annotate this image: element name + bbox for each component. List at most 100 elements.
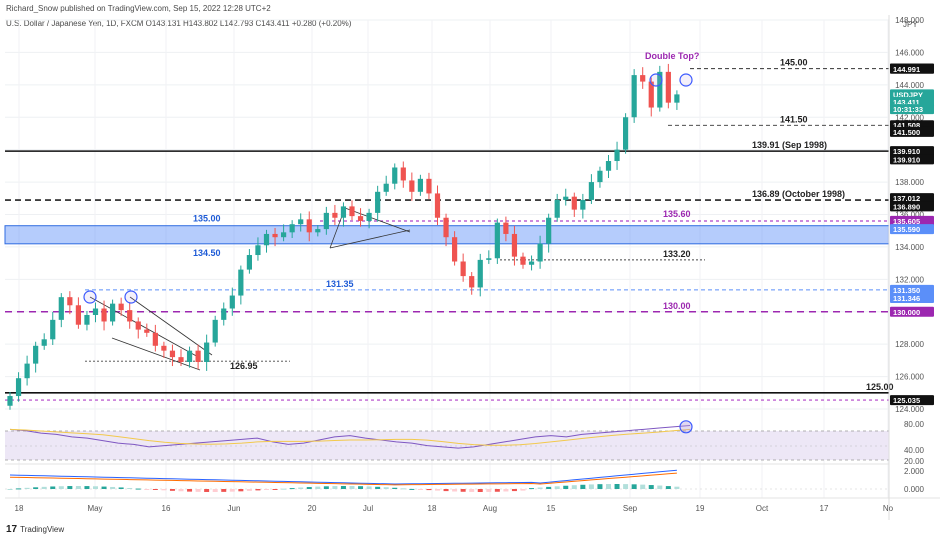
macd-hist-bar	[349, 486, 355, 489]
macd-hist-bar	[135, 488, 141, 490]
candle-body	[84, 314, 90, 325]
candle	[118, 297, 124, 316]
tradingview-logo: 17 TradingView	[6, 524, 64, 535]
level-label: 133.20	[663, 249, 691, 259]
candle-body	[92, 308, 99, 315]
candle	[152, 324, 158, 352]
candle	[400, 161, 406, 188]
candle	[469, 272, 475, 295]
macd-hist-bar	[50, 486, 56, 489]
price-tag-label: 131.350	[893, 286, 920, 295]
candle	[665, 63, 671, 109]
macd-hist-bar	[178, 489, 184, 492]
macd-hist-bar	[623, 484, 629, 489]
macd-hist-bar	[665, 486, 671, 489]
candle	[503, 216, 509, 242]
price-tag-bg	[890, 63, 934, 74]
candle-body	[186, 350, 193, 362]
candle-body	[221, 308, 227, 320]
y-tick-label: 132.000	[895, 275, 924, 284]
candle-body	[580, 199, 586, 210]
candle-body	[323, 212, 329, 230]
publisher-line: Richard_Snow published on TradingView.co…	[6, 4, 271, 13]
candle-body	[417, 178, 423, 192]
macd-hist-bar	[195, 489, 201, 492]
level-label: 139.91 (Sep 1998)	[752, 140, 827, 150]
x-tick-label: 15	[547, 504, 556, 513]
candle	[92, 302, 99, 323]
candle-body	[238, 269, 244, 296]
candle-body	[366, 212, 372, 221]
candle-body	[631, 75, 637, 118]
macd-hist-bar	[606, 484, 611, 489]
macd-hist-bar	[580, 484, 586, 489]
macd-hist-bar	[84, 486, 90, 489]
candle-body	[306, 219, 312, 233]
highlight-circles	[83, 73, 693, 304]
price-tag-label: 139.910	[893, 147, 920, 156]
macd-pane: 2.000 0.000	[5, 467, 940, 499]
x-tick-label: Sep	[623, 504, 638, 513]
tradingview-logo-text: TradingView	[20, 525, 65, 534]
macd-hist-bar	[272, 489, 278, 490]
candle-body	[332, 212, 338, 218]
y-tick-label: 128.000	[895, 340, 924, 349]
price-tag-bg	[890, 224, 934, 235]
candle-body	[204, 342, 210, 362]
price-tag-label: 131.346	[893, 294, 920, 303]
level-label: 130.00	[663, 301, 691, 311]
candle	[263, 229, 270, 253]
candle-body	[494, 222, 500, 259]
price-tag: 125.035	[890, 395, 934, 406]
macd-hist-bar	[298, 487, 304, 489]
candle-body	[281, 232, 287, 238]
candle-body	[571, 196, 577, 210]
y-tick-label: 134.000	[895, 243, 924, 252]
candle	[212, 315, 218, 347]
level-label: 125.00	[866, 382, 894, 392]
candle	[144, 323, 150, 337]
macd-hist-bar	[375, 486, 381, 489]
candle	[238, 265, 244, 305]
candle	[640, 67, 646, 89]
candle-body	[110, 303, 116, 322]
candle-body	[24, 363, 30, 379]
candle-body	[289, 224, 295, 233]
candle	[426, 172, 432, 200]
price-tag-label: 139.910	[893, 155, 920, 164]
candle	[178, 349, 184, 367]
candle	[657, 65, 663, 112]
candle-body	[33, 345, 39, 364]
candle-body	[298, 219, 304, 225]
macd-hist-bar	[58, 486, 64, 489]
candle	[24, 355, 30, 386]
macd-hist-bar	[400, 488, 406, 490]
rsi-line	[9, 425, 691, 449]
candle	[15, 372, 22, 402]
candle-body	[15, 378, 22, 397]
price-tag: 135.590	[890, 224, 934, 235]
symbol-ohlc-line: U.S. Dollar / Japanese Yen, 1D, FXCM O14…	[6, 19, 352, 28]
y-tick-label: 138.000	[895, 178, 924, 187]
candle-body	[255, 245, 261, 256]
macd-hist-bar	[537, 487, 543, 489]
candle-body	[426, 178, 432, 194]
candle	[434, 185, 441, 226]
price-tag-label: 141.508	[893, 121, 920, 130]
macd-hist-bar	[417, 489, 423, 490]
candle-body	[486, 258, 492, 260]
candle-body	[357, 216, 364, 221]
macd-hist-bar	[101, 486, 107, 489]
macd-hist-bar	[520, 489, 526, 491]
candle-body	[7, 396, 13, 406]
candle-body	[537, 243, 543, 262]
candle-body	[118, 303, 124, 311]
candle-body	[640, 75, 646, 82]
candle	[33, 341, 39, 373]
candle	[392, 163, 398, 190]
candle-body	[400, 167, 406, 181]
candle	[443, 213, 449, 247]
price-tag-bg	[890, 146, 934, 157]
candle-body	[67, 297, 73, 306]
